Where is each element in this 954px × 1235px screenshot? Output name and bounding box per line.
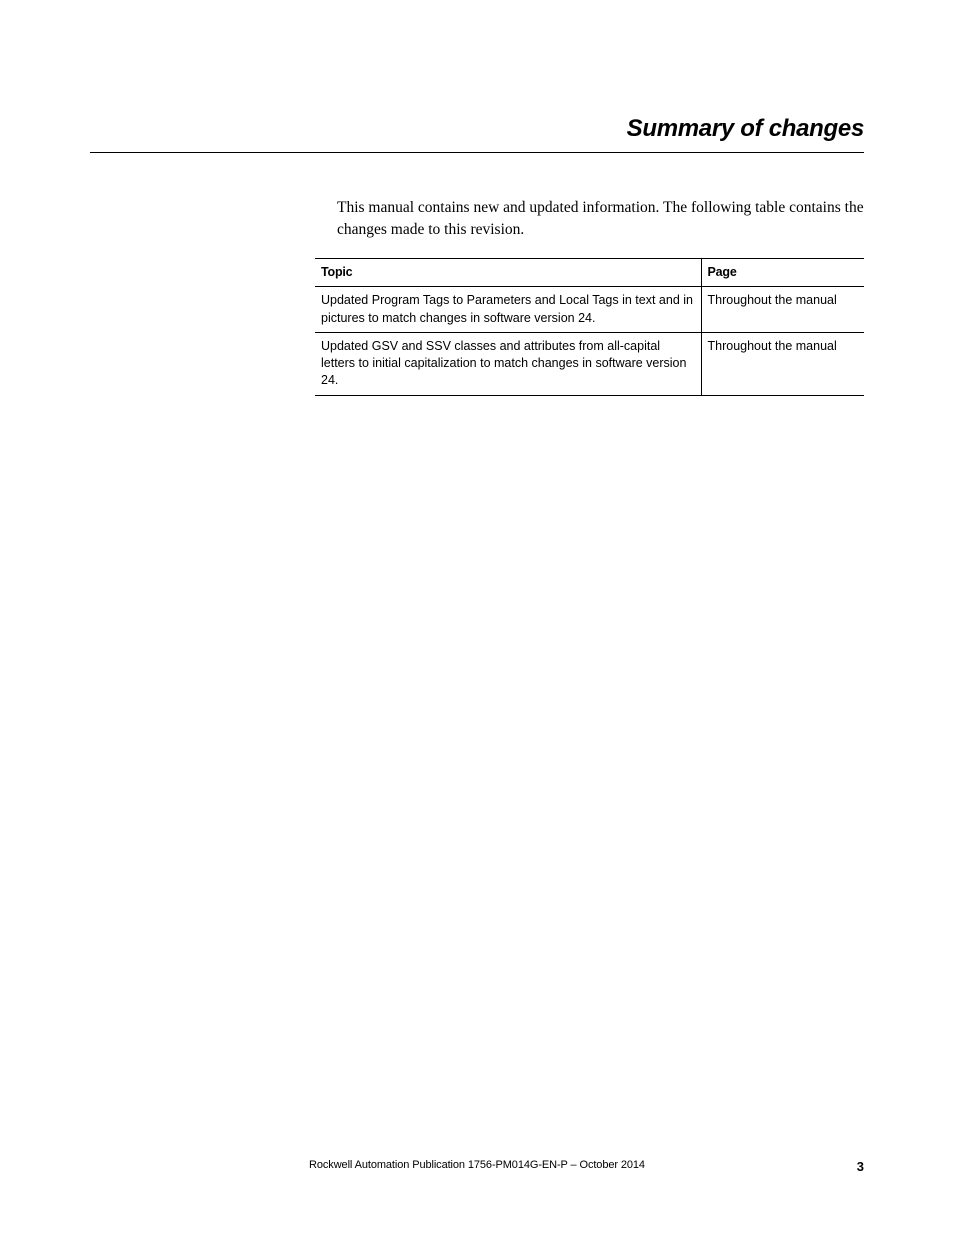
table-header-row: Topic Page [315, 259, 864, 287]
cell-topic: Updated GSV and SSV classes and attribut… [315, 332, 701, 395]
footer: Rockwell Automation Publication 1756-PM0… [90, 1159, 864, 1171]
intro-paragraph: This manual contains new and updated inf… [337, 197, 864, 242]
footer-publication: Rockwell Automation Publication 1756-PM0… [309, 1159, 645, 1171]
changes-table: Topic Page Updated Program Tags to Param… [315, 258, 864, 396]
page-container: Summary of changes This manual contains … [0, 0, 954, 1235]
page-number: 3 [857, 1159, 864, 1174]
header-section: Summary of changes [627, 115, 864, 143]
cell-page: Throughout the manual [701, 332, 864, 395]
cell-page: Throughout the manual [701, 287, 864, 333]
header-rule [90, 152, 864, 153]
cell-topic: Updated Program Tags to Parameters and L… [315, 287, 701, 333]
page-title: Summary of changes [627, 115, 864, 143]
column-header-page: Page [701, 259, 864, 287]
table-row: Updated Program Tags to Parameters and L… [315, 287, 864, 333]
column-header-topic: Topic [315, 259, 701, 287]
table-row: Updated GSV and SSV classes and attribut… [315, 332, 864, 395]
